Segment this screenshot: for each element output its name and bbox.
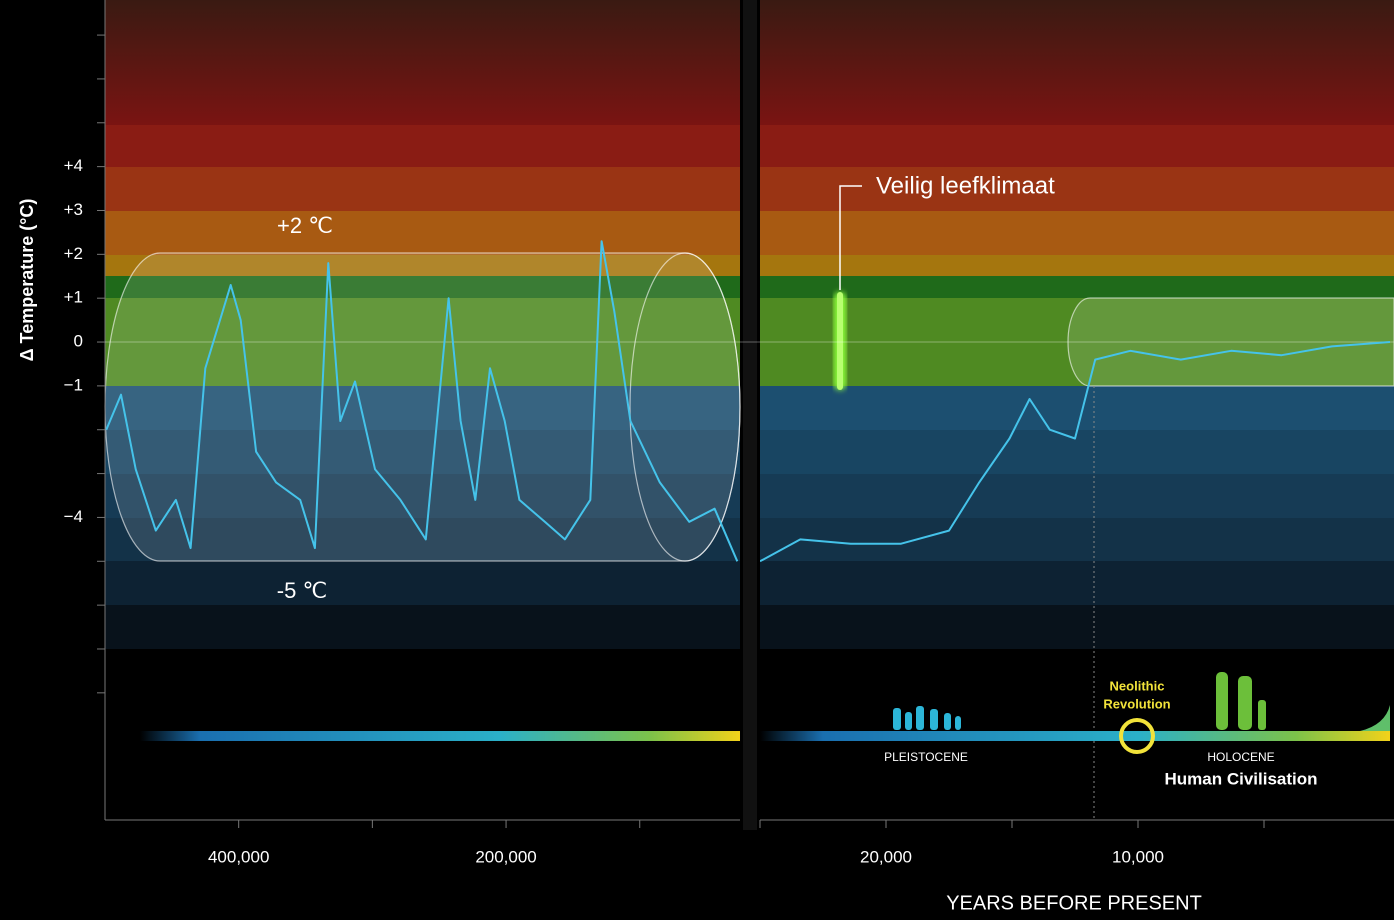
safe-marker — [834, 185, 862, 390]
y-tick-label: +2 — [64, 244, 83, 263]
x-tick-label: 20,000 — [860, 847, 912, 866]
y-tick-label: −4 — [64, 507, 83, 526]
neolithic-marker — [1119, 718, 1155, 754]
annotation: -5 ℃ — [277, 578, 327, 603]
annotation: Revolution — [1103, 696, 1170, 711]
x-tick-label: 10,000 — [1112, 847, 1164, 866]
period-label: HOLOCENE — [1207, 750, 1274, 764]
axes — [104, 0, 1394, 821]
annotation: +2 ℃ — [277, 213, 333, 238]
y-tick-label: 0 — [74, 332, 83, 351]
y-tick-label: +4 — [64, 156, 83, 175]
timeline — [140, 731, 740, 741]
y-axis-title: Δ Temperature (°C) — [17, 199, 37, 362]
temperature-line — [760, 341, 1391, 563]
period-label: PLEISTOCENE — [884, 750, 968, 764]
background-bands — [105, 0, 1394, 920]
temperature-line — [105, 240, 739, 562]
annotation: Neolithic — [1110, 678, 1165, 693]
y-tick-label: −1 — [64, 375, 83, 394]
era-label: Human Civilisation — [1164, 769, 1317, 788]
people-icon — [893, 706, 961, 730]
x-tick-label: 200,000 — [475, 847, 536, 866]
family-icon — [1216, 672, 1266, 730]
x-tick-label: 400,000 — [208, 847, 269, 866]
annotation: Veilig leefklimaat — [876, 172, 1055, 199]
x-axis-title: YEARS BEFORE PRESENT — [946, 892, 1202, 914]
timeline — [760, 731, 1390, 741]
y-tick-label: +1 — [64, 288, 83, 307]
y-tick-label: +3 — [64, 200, 83, 219]
capsules — [104, 252, 1394, 562]
